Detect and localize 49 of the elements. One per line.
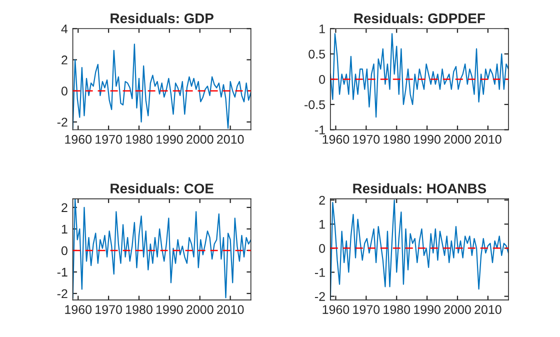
x-tick-label: 1990: [414, 134, 440, 144]
x-tick-label: 1990: [156, 134, 183, 144]
y-tick-label: -1: [314, 268, 325, 277]
line-series: [330, 33, 508, 118]
y-tick-label: 0: [319, 74, 326, 84]
y-tick-label: 1: [320, 24, 325, 34]
x-tick-label: 1980: [126, 134, 152, 144]
x-tick-label: 1960: [322, 134, 350, 144]
x-tick-label: 1980: [384, 134, 410, 144]
x-tick-label: 2010: [217, 134, 244, 144]
y-tick-label: 1: [320, 220, 325, 229]
line-series: [72, 198, 251, 298]
x-tick-label: 1990: [414, 305, 440, 314]
x-tick-label: 2010: [474, 305, 502, 314]
x-tick-label: 1990: [156, 305, 183, 314]
x-tick-label: 2010: [474, 134, 502, 144]
x-tick-label: 2000: [444, 305, 471, 314]
y-tick-label: 4: [61, 24, 68, 34]
y-tick-label: 0: [61, 86, 68, 96]
y-tick-label: 1: [62, 224, 68, 234]
chart-title: Residuals: GDPDEF: [354, 13, 485, 24]
y-tick-label: 2: [319, 196, 325, 205]
x-tick-label: 2000: [444, 134, 471, 144]
y-tick-label: 2: [62, 56, 68, 64]
y-tick-label: 2: [62, 203, 68, 212]
x-tick-label: 1980: [384, 305, 410, 314]
x-tick-label: 1960: [322, 305, 350, 314]
y-tick-label: 0.5: [308, 50, 326, 59]
y-tick-label: 0: [61, 246, 68, 256]
y-tick-label: -1: [314, 126, 325, 134]
x-tick-label: 1960: [65, 305, 92, 314]
y-tick-label: -0.5: [304, 100, 326, 110]
y-tick-label: -2: [314, 292, 325, 301]
x-tick-label: 1960: [65, 134, 92, 144]
x-tick-label: 1970: [353, 134, 380, 144]
x-tick-label: 2010: [217, 305, 244, 314]
chart-title: Residuals: HOANBS: [353, 183, 486, 194]
y-tick-label: -2: [57, 289, 68, 298]
y-tick-label: -1: [57, 268, 68, 276]
x-tick-label: 1980: [126, 305, 152, 314]
x-tick-label: 1970: [353, 305, 380, 314]
y-tick-label: 0: [319, 244, 326, 253]
x-tick-label: 1970: [96, 134, 122, 144]
x-tick-label: 2000: [186, 134, 214, 144]
y-tick-label: -2: [57, 118, 68, 126]
x-tick-label: 2000: [186, 305, 214, 314]
chart-title: Residuals: GDP: [110, 13, 214, 24]
x-tick-label: 1970: [96, 305, 122, 314]
chart-title: Residuals: COE: [110, 183, 214, 194]
